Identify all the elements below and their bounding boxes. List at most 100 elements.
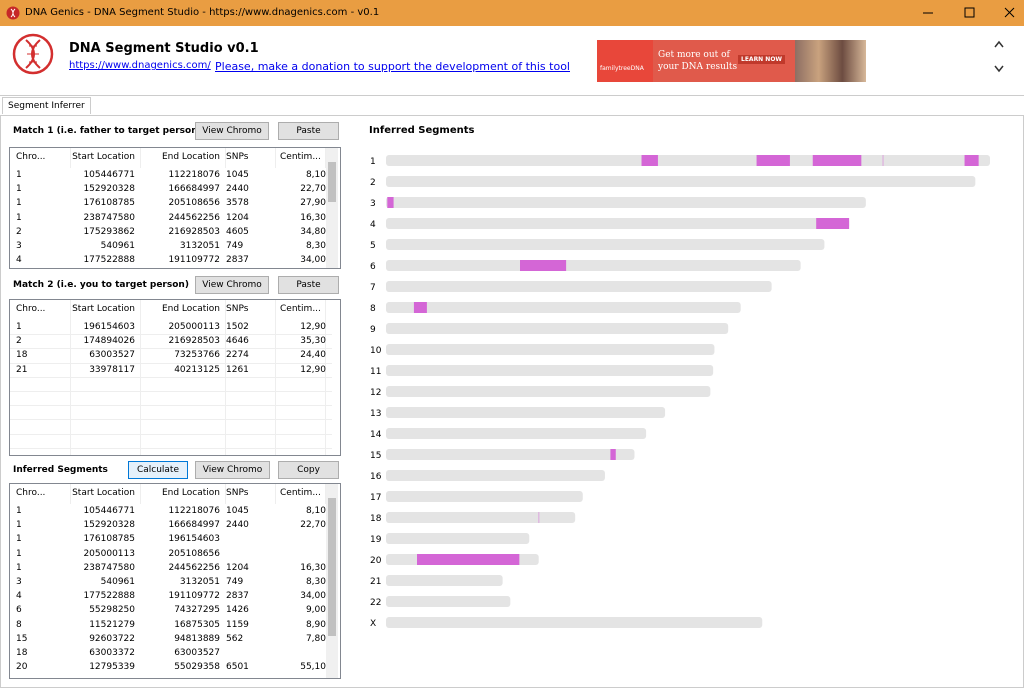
website-link[interactable]: https://www.dnagenics.com/ [69,60,211,71]
column-header: Centim... [280,488,321,498]
ad-banner[interactable]: familytreeDNA Get more out of your DNA r… [597,40,866,82]
row-line [10,447,332,449]
table-cell: 63003527 [89,350,135,361]
table-cell: 2440 [226,184,249,195]
table-cell: 2 [16,226,22,237]
table-cell: 540961 [100,577,135,587]
ad-button[interactable]: LEARN NOW [738,55,786,64]
chromosome-label: 13 [370,409,381,419]
table-cell: 22,70 [300,184,326,195]
window-title: DNA Genics - DNA Segment Studio - https:… [25,7,380,18]
table-cell: 205000113 [83,548,135,559]
table-cell: 34,00 [300,591,326,602]
button[interactable]: View Chromo [195,276,269,294]
column-divider [275,148,276,168]
button[interactable]: Calculate [128,461,188,479]
table-cell: 6 [16,605,22,616]
column-divider [275,484,276,504]
ad-headline: your DNA results [658,62,738,72]
segment-highlight [756,155,790,166]
table-cell: 1045 [226,170,249,180]
table-cell: 205000113 [168,322,220,332]
chromosome-label: X [370,619,376,629]
table-cell: 4646 [226,336,249,347]
chromosome-bar [386,218,850,229]
table-cell: 8,30 [305,577,326,587]
table-cell: 1 [16,548,22,559]
button[interactable]: Paste [278,122,339,140]
table-cell: 73253766 [174,350,220,361]
table-cell: 35,30 [300,336,326,347]
button[interactable]: View Chromo [195,461,270,479]
segment-highlight [882,155,884,166]
table: Chro... Start Location End Location SNPs Cen… [9,483,341,679]
table-cell: 749 [226,241,244,251]
segment-highlight [816,218,850,229]
segment-highlight [520,260,567,271]
scrollbar[interactable] [326,484,338,678]
table-cell: 175293862 [83,226,135,237]
table-cell: 1045 [226,506,249,516]
tab[interactable]: Segment Inferrer [2,97,91,114]
table-cell: 562 [226,633,244,644]
table-cell: 2274 [226,350,249,361]
table-cell: 11521279 [89,619,135,630]
table-cell: 63003372 [89,648,135,658]
donation-link[interactable]: Please, make a donation to support the d… [215,60,570,73]
header-scroll[interactable] [992,36,1006,80]
segment-highlight [538,512,540,523]
chromosome-bar [386,176,976,187]
scroll-thumb [328,498,336,636]
row-line [10,391,332,392]
table-cell: 34,80 [300,226,326,237]
scrollbar[interactable] [326,148,338,268]
column-header: Chro... [16,488,46,498]
title-bar [0,0,1024,26]
table-cell: 33978117 [89,364,135,375]
table-cell: 3 [16,577,22,587]
table-cell: 191109772 [168,255,220,266]
table-cell: 2440 [226,520,249,531]
table-cell: 152920328 [83,520,135,531]
chromosome-bar [386,449,635,460]
column-header: Chro... [16,304,46,314]
column-divider [325,148,326,168]
chromosome-bar [386,365,714,376]
table-cell: 74327295 [174,605,220,616]
table-cell: 21 [16,364,28,375]
table-cell: 176108785 [83,534,135,545]
table-cell: 196154603 [83,322,135,332]
table-cell: 4 [16,255,22,266]
table-cell: 7,80 [305,633,326,644]
chromosome-bar [386,344,715,355]
row-line [10,433,332,435]
chromosome-label: 19 [370,535,382,545]
button[interactable]: Paste [278,276,339,294]
table-cell: 24,40 [300,350,326,361]
table-cell: 3578 [226,198,249,209]
table-cell: 12,90 [300,364,326,375]
ad-photo [795,40,866,82]
chromosome-bar [386,533,530,544]
table-cell: 3 [16,241,22,251]
table-cell: 749 [226,577,244,587]
window-controls[interactable] [905,0,1024,26]
ad-brand: familytreeDNA [600,65,644,72]
table-cell: 174894026 [83,336,135,347]
chromosome-label: 15 [370,451,381,461]
button[interactable]: View Chromo [195,122,269,140]
row-line [10,334,332,336]
chromosome-bar [386,470,605,481]
table-cell: 216928503 [168,226,220,237]
table-cell: 238747580 [83,212,135,223]
table-cell: 15 [16,633,28,644]
column-header: Chro... [16,152,46,162]
table-cell: 1 [16,322,22,332]
table-cell: 4 [16,591,22,602]
column-header: Centim... [280,304,321,314]
segment-highlight [641,155,658,166]
button[interactable]: Copy [278,461,339,479]
column-header: Centim... [280,152,321,162]
segment-highlight [417,554,520,565]
column-header: SNPs [226,488,249,498]
